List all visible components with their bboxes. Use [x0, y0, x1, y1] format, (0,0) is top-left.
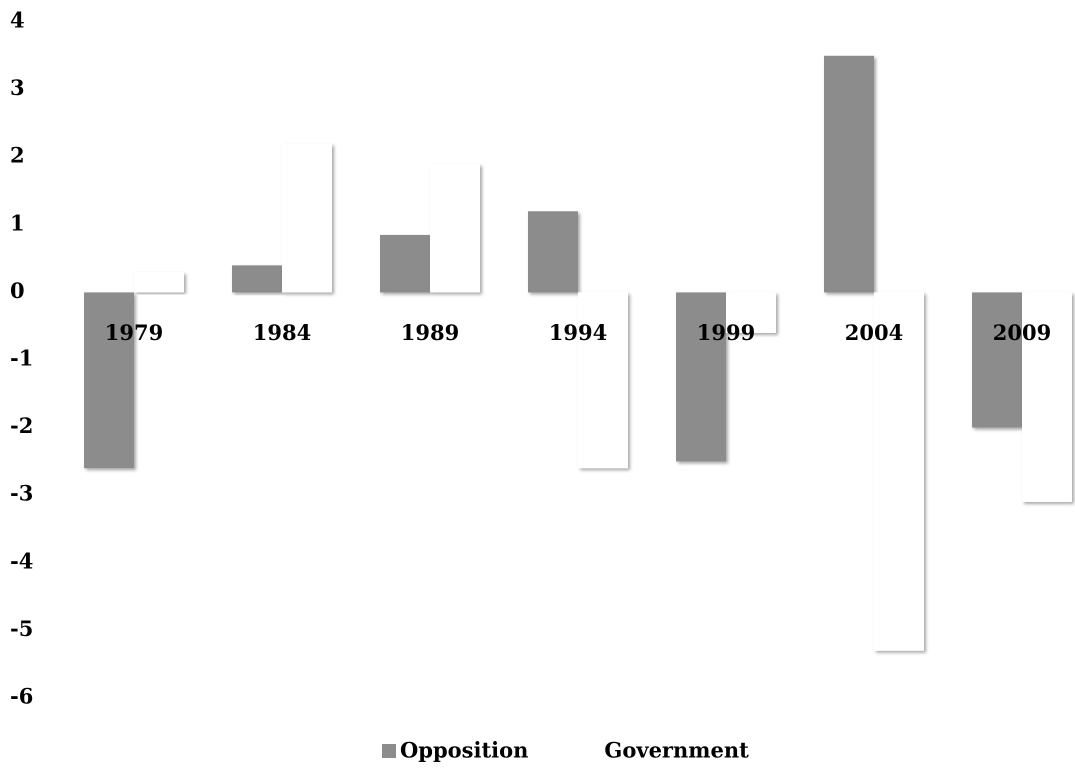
bar — [528, 211, 578, 293]
x-tick-label: 1999 — [697, 320, 755, 345]
bar — [1022, 292, 1072, 502]
legend-label: Opposition — [400, 738, 528, 763]
x-tick-label: 2009 — [993, 320, 1051, 345]
bar — [676, 292, 726, 462]
bar — [726, 292, 776, 333]
bar — [824, 55, 874, 293]
legend-swatch — [586, 744, 601, 758]
y-tick-label: 0 — [10, 278, 25, 303]
bar — [380, 234, 430, 293]
x-tick-label: 1989 — [401, 320, 459, 345]
bar — [578, 292, 628, 469]
legend-swatch — [382, 744, 396, 758]
bar — [282, 143, 332, 293]
y-tick-label: -5 — [10, 616, 33, 641]
y-tick-label: -3 — [10, 481, 33, 506]
y-tick-label: -6 — [10, 684, 33, 709]
legend-label: Government — [604, 738, 749, 763]
bar — [84, 292, 134, 469]
y-tick-label: 1 — [10, 210, 25, 235]
bar — [972, 292, 1022, 428]
y-tick-label: 4 — [10, 8, 25, 33]
x-tick-label: 1979 — [105, 320, 163, 345]
x-tick-label: 1994 — [549, 320, 607, 345]
bar — [134, 272, 184, 293]
y-tick-label: -4 — [10, 548, 33, 573]
y-tick-label: -2 — [10, 413, 33, 438]
y-tick-label: -1 — [10, 346, 33, 371]
x-tick-label: 2004 — [845, 320, 903, 345]
x-tick-label: 1984 — [253, 320, 311, 345]
y-tick-label: 2 — [10, 143, 25, 168]
bar — [232, 265, 282, 293]
y-tick-label: 3 — [10, 75, 25, 100]
bar — [430, 163, 480, 293]
bar — [874, 292, 924, 651]
